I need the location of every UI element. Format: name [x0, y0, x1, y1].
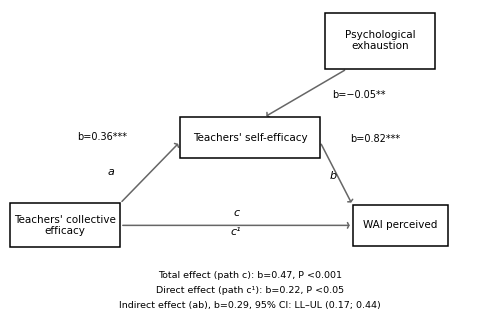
FancyBboxPatch shape: [180, 117, 320, 158]
FancyBboxPatch shape: [352, 205, 448, 246]
Text: Indirect effect (ab), b=0.29, 95% CI: LL–UL (0.17; 0.44): Indirect effect (ab), b=0.29, 95% CI: LL…: [119, 301, 381, 310]
Text: WAI perceived: WAI perceived: [363, 220, 437, 230]
Text: Direct effect (path c¹): b=0.22, P <0.05: Direct effect (path c¹): b=0.22, P <0.05: [156, 286, 344, 295]
Text: Total effect (path c): b=0.47, P <0.001: Total effect (path c): b=0.47, P <0.001: [158, 271, 342, 280]
Text: c: c: [233, 208, 239, 218]
FancyBboxPatch shape: [325, 13, 435, 69]
Text: a: a: [108, 167, 114, 177]
Text: b=0.82***: b=0.82***: [350, 134, 400, 144]
Text: b: b: [330, 171, 337, 181]
Text: Psychological
exhaustion: Psychological exhaustion: [344, 30, 416, 52]
FancyBboxPatch shape: [10, 203, 120, 247]
Text: c¹: c¹: [231, 227, 241, 237]
Text: b=−0.05**: b=−0.05**: [332, 90, 386, 100]
Text: Teachers' collective
efficacy: Teachers' collective efficacy: [14, 214, 116, 236]
Text: Teachers' self-efficacy: Teachers' self-efficacy: [192, 133, 308, 143]
Text: b=0.36***: b=0.36***: [78, 132, 128, 142]
